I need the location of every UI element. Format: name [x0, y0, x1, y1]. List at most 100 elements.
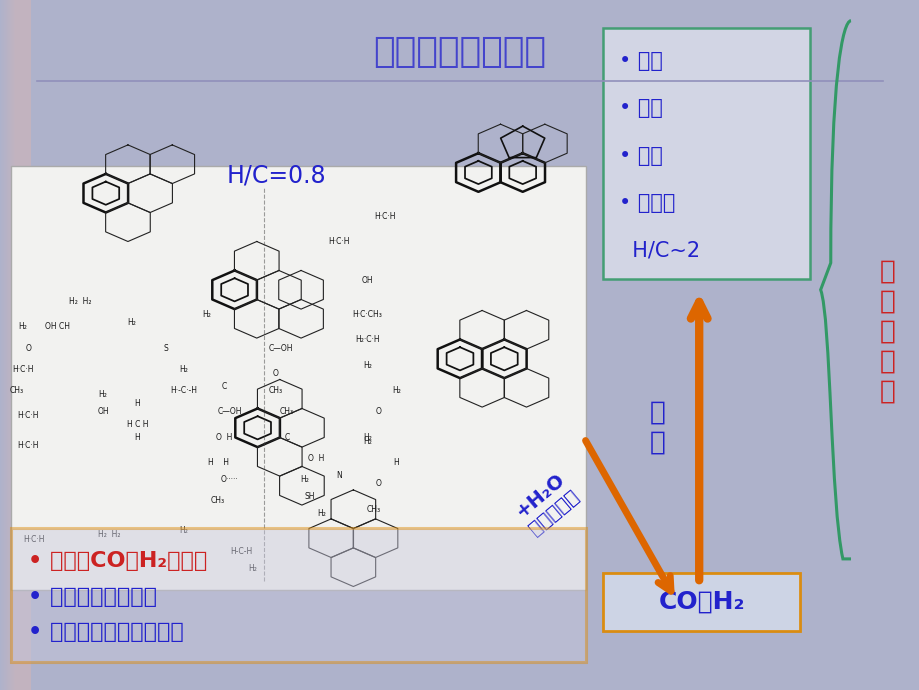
- Text: CH₃: CH₃: [279, 407, 294, 416]
- Text: H₂: H₂: [127, 318, 136, 327]
- Text: • 二甲醚: • 二甲醚: [618, 193, 675, 213]
- Bar: [9, 0, 26, 690]
- Bar: [4, 0, 20, 690]
- Text: OH CH: OH CH: [44, 322, 70, 331]
- Bar: [2, 0, 17, 690]
- Text: H·C·H: H·C·H: [12, 365, 33, 374]
- Bar: [8, 0, 24, 690]
- Bar: [5, 0, 21, 690]
- Text: CH₃: CH₃: [210, 496, 225, 505]
- Bar: [9, 0, 25, 690]
- Bar: [12, 0, 28, 690]
- Text: H₂: H₂: [317, 509, 325, 518]
- Bar: [12, 0, 28, 690]
- Bar: [14, 0, 30, 690]
- Bar: [8, 0, 25, 690]
- Text: +H₂O
气化、净化: +H₂O 气化、净化: [511, 469, 583, 538]
- Bar: [11, 528, 585, 662]
- Text: H·C·H: H·C·H: [17, 441, 39, 450]
- Bar: [13, 0, 29, 690]
- Text: H·C·H: H·C·H: [17, 411, 39, 420]
- Bar: [6, 0, 23, 690]
- Text: N: N: [335, 471, 341, 480]
- Bar: [1, 0, 17, 690]
- Text: H₂  H₂: H₂ H₂: [97, 531, 119, 540]
- Bar: [1, 0, 17, 690]
- Text: H₂: H₂: [363, 433, 371, 442]
- Bar: [3, 0, 18, 690]
- Bar: [0, 0, 17, 690]
- Text: 什么是煤间接液化: 什么是煤间接液化: [373, 34, 546, 69]
- Text: SH: SH: [304, 492, 315, 501]
- Bar: [11, 166, 585, 590]
- Bar: [10, 0, 26, 690]
- Bar: [6, 0, 21, 690]
- Bar: [12, 0, 28, 690]
- Bar: [13, 0, 28, 690]
- Text: H    H: H H: [208, 458, 228, 467]
- Text: O  H: O H: [307, 454, 323, 463]
- Bar: [2, 0, 18, 690]
- Text: C: C: [284, 433, 289, 442]
- Text: H: H: [134, 433, 141, 442]
- Text: C—OH: C—OH: [268, 344, 293, 353]
- Bar: [10, 0, 26, 690]
- Text: CH₃: CH₃: [268, 386, 282, 395]
- Bar: [13, 0, 29, 690]
- Bar: [10, 0, 27, 690]
- Text: • 核心是CO＋H₂的反应: • 核心是CO＋H₂的反应: [28, 551, 207, 571]
- Text: H₂: H₂: [202, 310, 210, 319]
- Bar: [10, 0, 27, 690]
- Bar: [3, 0, 19, 690]
- Bar: [7, 0, 24, 690]
- Text: O·····: O·····: [221, 475, 238, 484]
- Text: H₂: H₂: [18, 322, 27, 331]
- Bar: [7, 0, 24, 690]
- Text: H₂  H₂: H₂ H₂: [69, 297, 91, 306]
- Text: H/C~2: H/C~2: [618, 241, 699, 261]
- Bar: [9, 0, 26, 690]
- Text: H₂: H₂: [179, 365, 187, 374]
- Text: O: O: [26, 344, 31, 353]
- Text: H/C=0.8: H/C=0.8: [226, 164, 325, 188]
- Text: • 汽油: • 汽油: [618, 51, 663, 70]
- Bar: [7, 0, 23, 690]
- Bar: [6, 0, 23, 690]
- Text: 煎
间
接
液
化: 煎 间 接 液 化: [879, 258, 895, 404]
- Text: C—OH: C—OH: [217, 407, 242, 416]
- Bar: [4, 0, 20, 690]
- Text: 催
化: 催 化: [649, 400, 665, 456]
- Bar: [11, 0, 27, 690]
- Bar: [15, 0, 31, 690]
- Text: H₂: H₂: [98, 391, 108, 400]
- Bar: [14, 0, 29, 690]
- Bar: [602, 28, 809, 279]
- Bar: [6, 0, 22, 690]
- Bar: [6, 0, 22, 690]
- Text: H₂: H₂: [363, 437, 371, 446]
- Text: H₂: H₂: [300, 475, 309, 484]
- Bar: [3, 0, 18, 690]
- Text: CH₃: CH₃: [366, 505, 380, 514]
- Text: CO、H₂: CO、H₂: [657, 590, 744, 614]
- Bar: [13, 0, 29, 690]
- Bar: [1, 0, 17, 690]
- Text: • 甲醇: • 甲醇: [618, 146, 663, 166]
- Text: O: O: [272, 369, 278, 378]
- Text: CH₃: CH₃: [10, 386, 24, 395]
- Bar: [12, 0, 28, 690]
- Bar: [7, 0, 23, 690]
- Text: C: C: [221, 382, 226, 391]
- Text: H₂: H₂: [391, 386, 401, 395]
- Bar: [6, 0, 22, 690]
- Bar: [4, 0, 19, 690]
- Text: O  H: O H: [215, 433, 232, 442]
- Bar: [1, 0, 17, 690]
- Text: H·C·CH₃: H·C·CH₃: [352, 310, 382, 319]
- Bar: [5, 0, 20, 690]
- Text: O: O: [376, 407, 381, 416]
- Text: H C H: H C H: [127, 420, 148, 429]
- Text: H·C·H: H·C·H: [328, 237, 349, 246]
- Text: H·-C·-H: H·-C·-H: [170, 386, 197, 395]
- Text: H₂: H₂: [179, 526, 187, 535]
